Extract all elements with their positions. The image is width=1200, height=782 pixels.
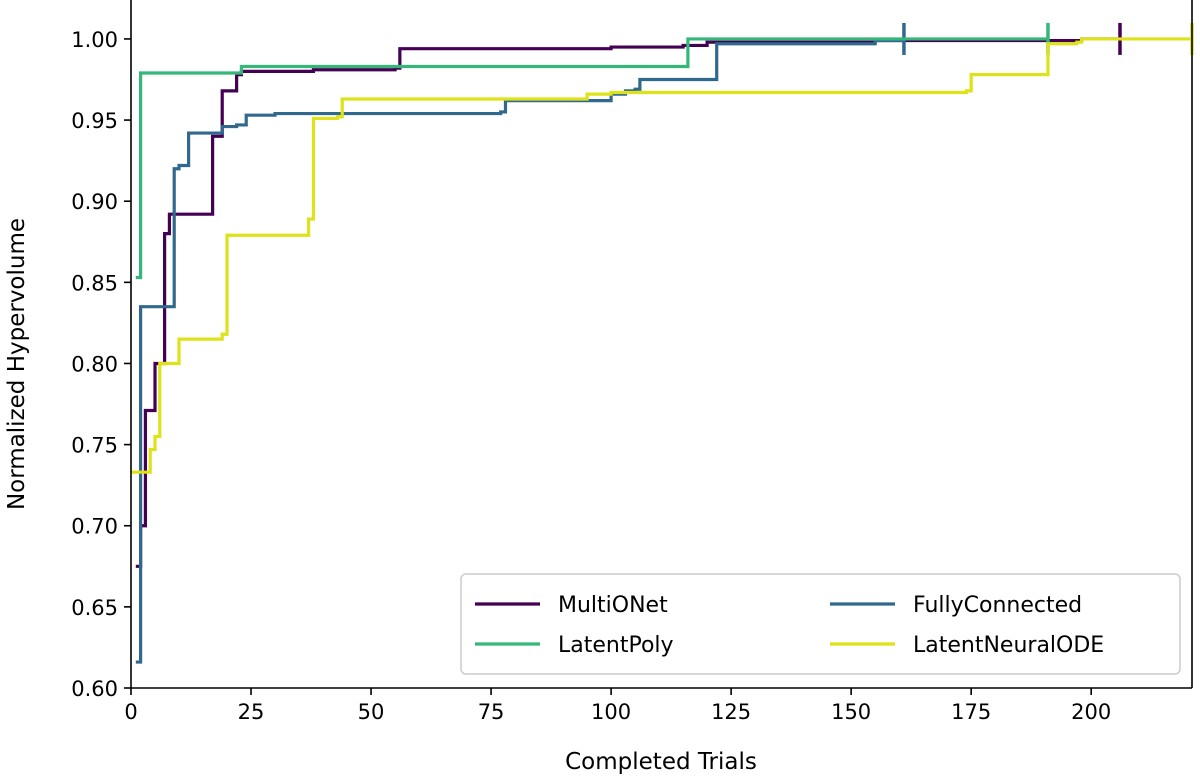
series-line-LatentNeuralODE <box>131 37 1192 474</box>
x-tick-label: 0 <box>124 700 137 724</box>
y-tick-label: 1.00 <box>71 28 118 52</box>
y-tick-label: 0.70 <box>71 515 118 539</box>
legend-label: LatentNeuralODE <box>913 633 1104 658</box>
x-tick-label: 200 <box>1071 700 1111 724</box>
axes-layer: 0 25 50 75 100 125 150 175 200 0.60 0.65 0.70 0.75 0.… <box>71 0 1193 724</box>
y-tick-label: 0.60 <box>71 677 118 701</box>
x-tick-label: 150 <box>831 700 871 724</box>
x-axis-label: Completed Trials <box>565 749 757 775</box>
y-tick-label: 0.85 <box>71 271 118 295</box>
legend-label: LatentPoly <box>558 633 674 658</box>
x-tick-label: 25 <box>238 700 265 724</box>
x-tick-label: 50 <box>358 700 385 724</box>
y-axis-label: Normalized Hypervolume <box>4 218 30 510</box>
y-tick-label: 0.80 <box>71 352 118 376</box>
series-line-LatentPoly <box>135 37 1048 280</box>
series-layer <box>131 22 1194 664</box>
y-tick-label: 0.65 <box>71 596 118 620</box>
legend: MultiONet FullyConnected LatentPoly LatentN… <box>460 573 1181 675</box>
legend-box <box>460 573 1181 675</box>
legend-label: MultiONet <box>558 593 668 618</box>
legend-label: FullyConnected <box>913 593 1082 618</box>
x-tick-label: 100 <box>591 700 631 724</box>
y-tick-label: 0.90 <box>71 190 118 214</box>
x-tick-label: 125 <box>711 700 751 724</box>
x-tick-label: 175 <box>951 700 991 724</box>
x-tick-label: 75 <box>478 700 505 724</box>
series-line-FullyConnected <box>135 38 906 664</box>
y-tick-label: 0.95 <box>71 109 118 133</box>
series-line-MultiONet <box>135 37 1120 568</box>
y-tick-label: 0.75 <box>71 434 118 458</box>
